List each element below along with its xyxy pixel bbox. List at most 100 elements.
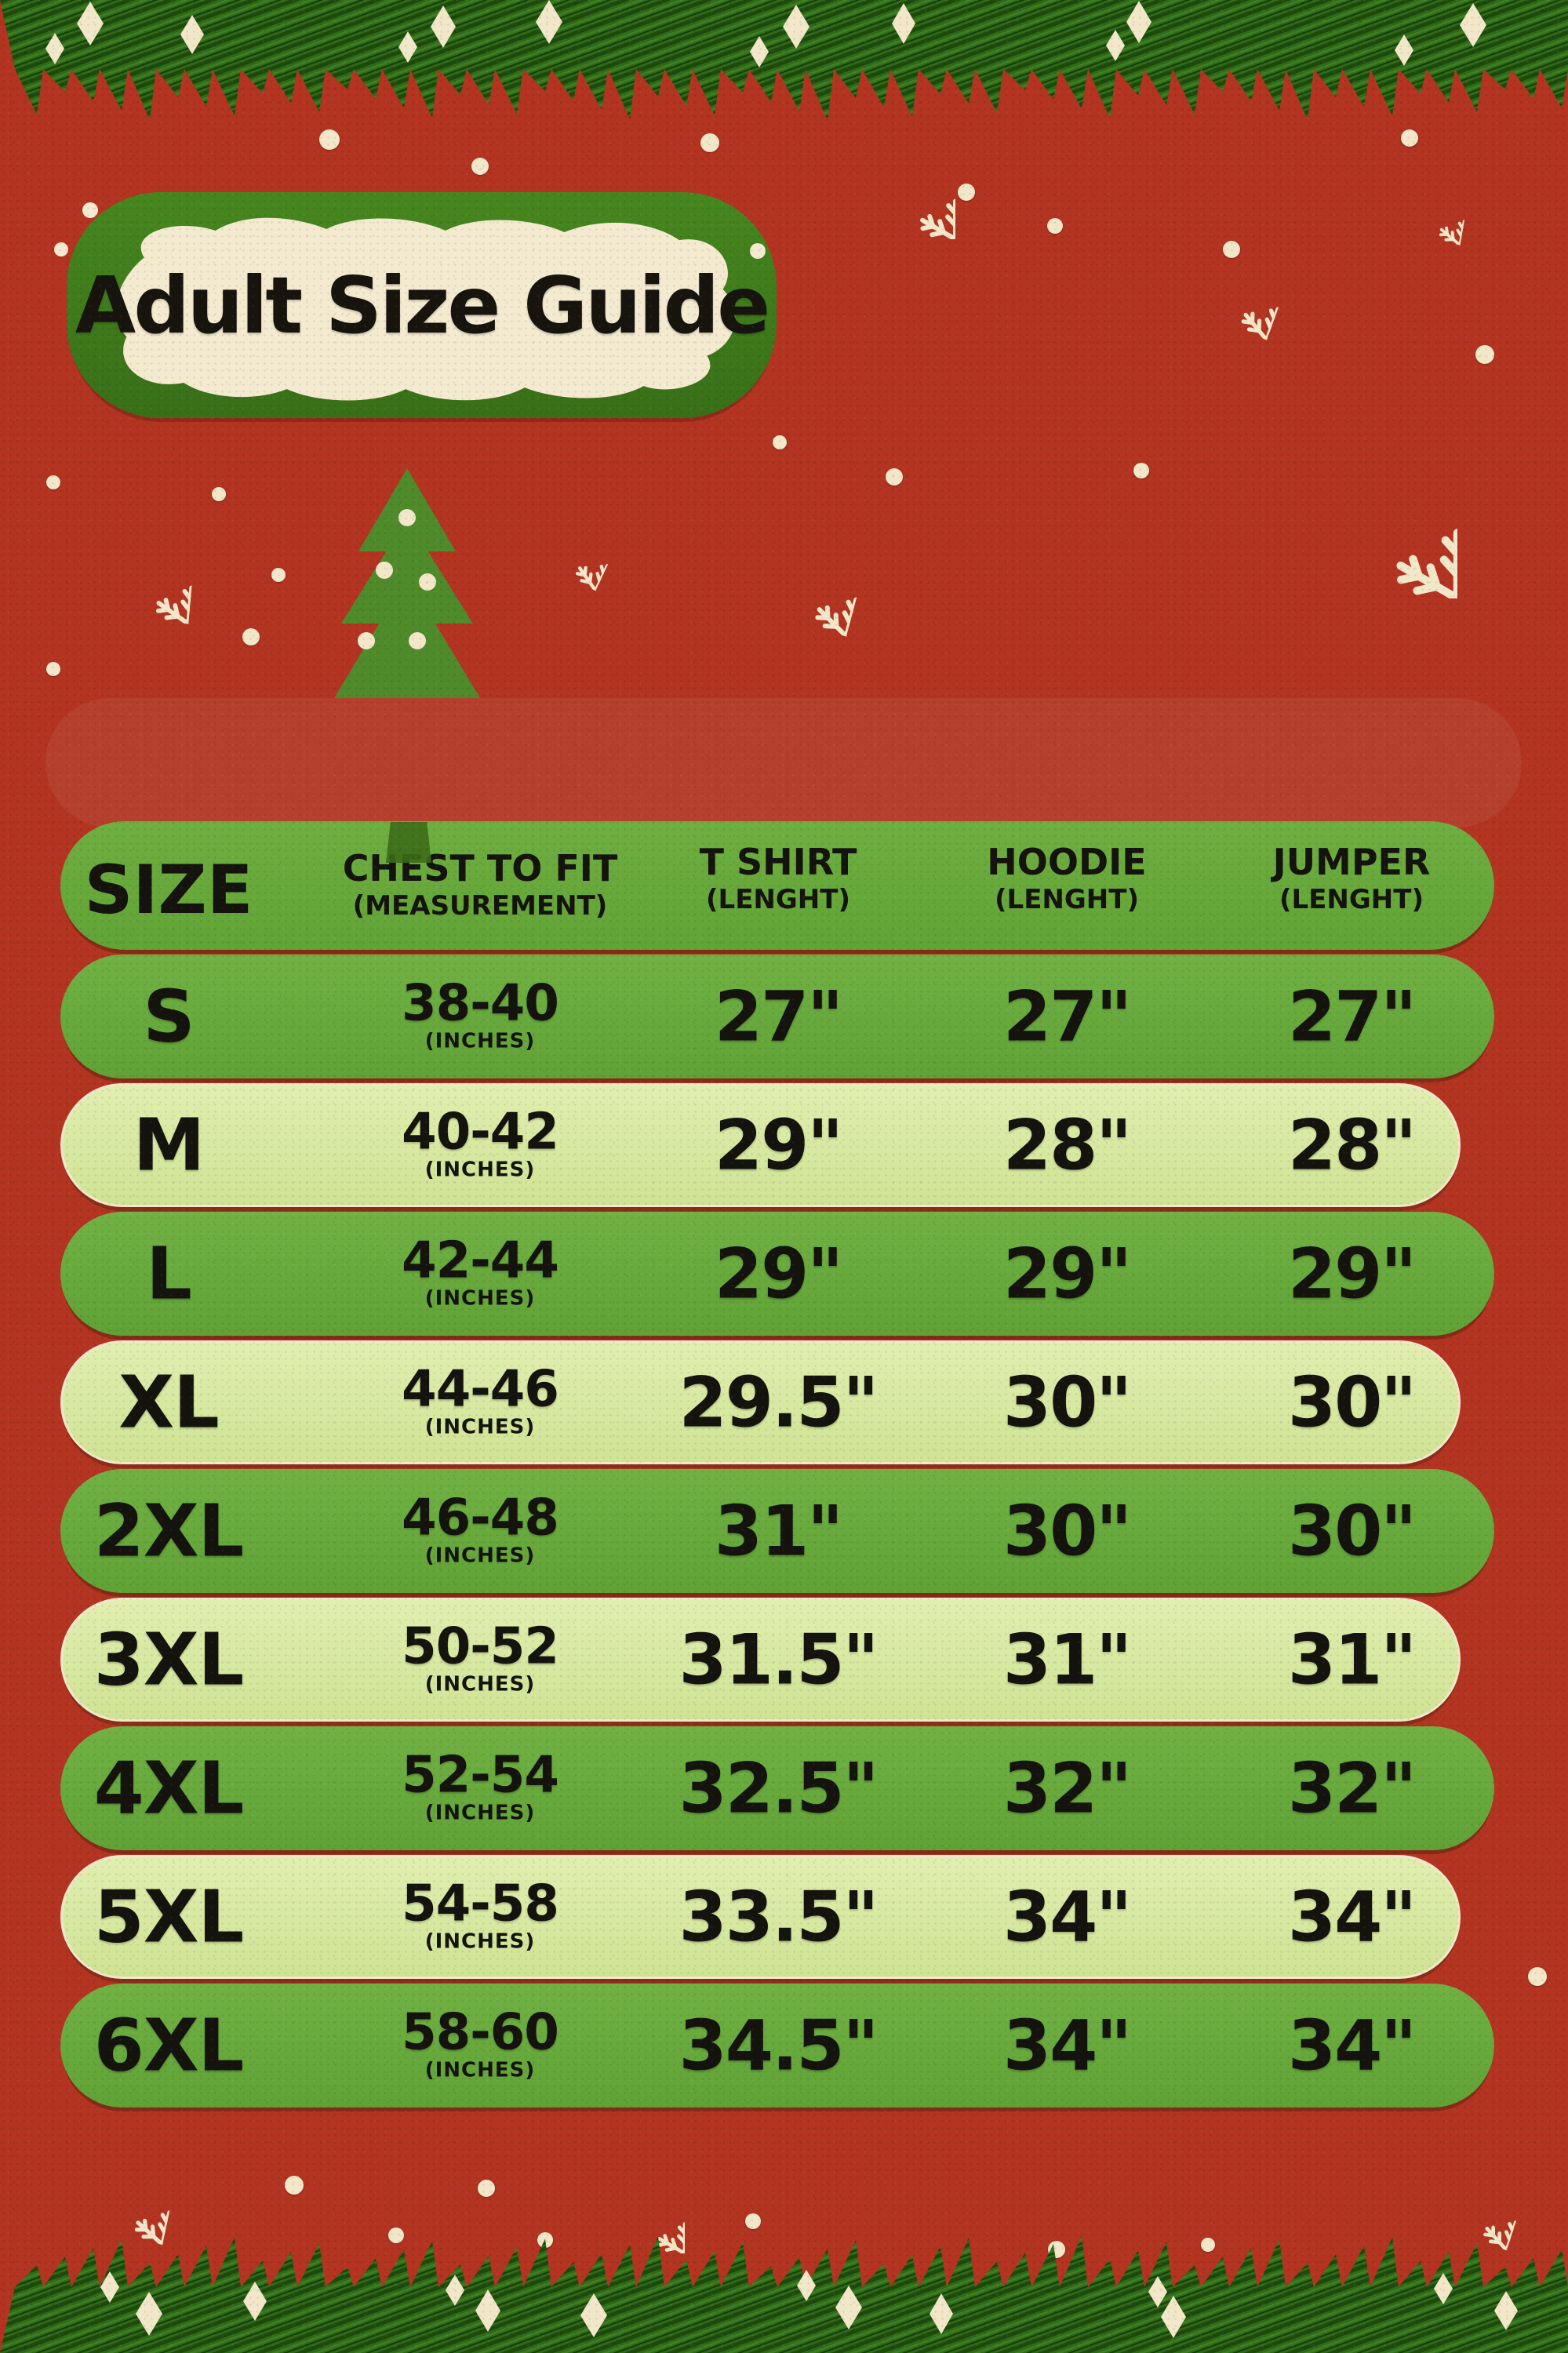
header-col-hoodie: HOODIE (LENGHT) <box>987 843 1146 916</box>
row-tshirt-value: 27" <box>714 976 843 1057</box>
row-size-label: 6XL <box>93 2003 245 2088</box>
table-row: 2XL 46-48 (INCHES) 31" 30" 30" <box>60 1469 1494 1593</box>
row-tshirt-value: 34.5" <box>678 2005 879 2086</box>
row-size-label: 3XL <box>93 1617 245 1702</box>
garland-diamond <box>136 2292 162 2336</box>
garland-diamond <box>892 3 915 44</box>
row-chest-value: 46-48 <box>402 1489 559 1547</box>
header-size: SIZE <box>84 851 253 929</box>
row-jumper-value: 30" <box>1287 1490 1417 1572</box>
header-col-sublabel: (MEASUREMENT) <box>352 890 608 922</box>
row-tshirt-value: 31" <box>714 1490 843 1572</box>
row-chest-unit: (INCHES) <box>424 1672 536 1697</box>
blank-red-band <box>45 698 1522 827</box>
garland-diamond <box>475 2289 500 2332</box>
row-chest-value: 42-44 <box>402 1231 559 1290</box>
row-size-label: 2XL <box>93 1489 245 1573</box>
badge-snow-dot <box>54 242 68 256</box>
row-chest-unit: (INCHES) <box>424 1544 536 1568</box>
header-col-label: JUMPER <box>1272 840 1431 883</box>
row-jumper-value: 34" <box>1287 1876 1417 1958</box>
title-badge: Adult Size Guide <box>67 192 777 418</box>
row-chest-cell: 58-60 (INCHES) <box>402 2003 559 2082</box>
table-row: 6XL 58-60 (INCHES) 34.5" 34" 34" <box>60 1984 1494 2108</box>
garland-diamond <box>1106 30 1125 61</box>
badge-snow-dot <box>750 243 766 259</box>
row-chest-value: 38-40 <box>402 974 559 1033</box>
row-chest-cell: 50-52 (INCHES) <box>402 1617 559 1697</box>
row-jumper-value: 29" <box>1287 1233 1417 1315</box>
row-tshirt-value: 29.5" <box>678 1362 879 1443</box>
row-chest-cell: 44-46 (INCHES) <box>402 1365 559 1439</box>
garland-diamond <box>1148 2276 1167 2308</box>
row-hoodie-value: 31" <box>1002 1619 1132 1700</box>
row-jumper-value: 31" <box>1287 1619 1417 1700</box>
row-hoodie-value: 30" <box>1002 1490 1132 1572</box>
header-col-jumper: JUMPER (LENGHT) <box>1272 840 1431 916</box>
row-chest-unit: (INCHES) <box>424 1415 536 1439</box>
row-tshirt-value: 31.5" <box>678 1619 879 1700</box>
row-chest-unit: (INCHES) <box>424 1286 536 1311</box>
snow-blob <box>115 217 736 401</box>
row-hoodie-value: 34" <box>1002 2005 1132 2086</box>
table-row: 4XL 52-54 (INCHES) 32.5" 32" 32" <box>60 1726 1494 1850</box>
row-chest-value: 50-52 <box>402 1617 559 1676</box>
row-hoodie-value: 30" <box>1002 1362 1132 1443</box>
row-pill <box>60 1340 1461 1464</box>
table-row: 3XL 50-52 (INCHES) 31.5" 31" 31" <box>60 1598 1494 1722</box>
row-pill <box>60 955 1494 1078</box>
garland-diamond <box>1434 2273 1453 2304</box>
header-col-sublabel: (LENGHT) <box>995 884 1139 916</box>
pine-garland-bottom <box>0 2235 1568 2353</box>
garland-diamond <box>100 2271 119 2303</box>
row-hoodie-value: 27" <box>1002 976 1132 1057</box>
header-col-chest-to-fit: CHEST TO FIT (MEASUREMENT) <box>343 849 618 922</box>
garland-diamond <box>835 2286 862 2329</box>
row-chest-cell: 42-44 (INCHES) <box>402 1231 559 1311</box>
row-size-label: XL <box>118 1360 220 1445</box>
row-pill <box>60 1469 1494 1593</box>
row-jumper-value: 30" <box>1287 1362 1417 1443</box>
page-title: Adult Size Guide <box>75 259 770 351</box>
pine-garland-top <box>0 0 1568 121</box>
row-jumper-value: 32" <box>1287 1747 1417 1829</box>
header-col-t-shirt: T SHIRT (LENGHT) <box>700 843 857 916</box>
garland-diamond <box>1460 3 1486 47</box>
row-hoodie-value: 32" <box>1002 1747 1132 1829</box>
garland-diamond <box>750 36 769 67</box>
christmas-tree <box>327 468 487 710</box>
row-chest-unit: (INCHES) <box>424 1029 536 1053</box>
row-pill <box>60 1212 1494 1336</box>
row-chest-unit: (INCHES) <box>424 1158 536 1182</box>
garland-diamond <box>1161 2296 1186 2338</box>
row-size-label: 5XL <box>93 1875 245 1959</box>
row-tshirt-value: 33.5" <box>678 1876 879 1958</box>
header-col-label: CHEST TO FIT <box>342 846 618 889</box>
garland-diamond <box>580 2293 607 2337</box>
row-jumper-value: 28" <box>1287 1104 1417 1186</box>
row-pill <box>60 1984 1494 2108</box>
row-chest-cell: 54-58 (INCHES) <box>402 1879 559 1954</box>
row-pill <box>60 1855 1461 1979</box>
row-chest-value: 58-60 <box>402 2003 559 2062</box>
row-size-label: L <box>146 1231 192 1316</box>
garland-diamond <box>243 2282 267 2321</box>
table-row: XL 44-46 (INCHES) 29.5" 30" 30" <box>60 1340 1494 1464</box>
row-size-label: 4XL <box>93 1746 245 1831</box>
row-chest-unit: (INCHES) <box>424 1801 536 1825</box>
row-tshirt-value: 29" <box>714 1233 843 1315</box>
row-hoodie-value: 28" <box>1002 1104 1132 1186</box>
header-col-sublabel: (LENGHT) <box>706 884 850 916</box>
garland-diamond <box>930 2293 953 2334</box>
row-pill <box>60 1083 1461 1207</box>
row-hoodie-value: 29" <box>1002 1233 1132 1315</box>
row-size-label: M <box>133 1103 206 1187</box>
row-tshirt-value: 32.5" <box>678 1747 879 1829</box>
garland-diamond <box>45 33 64 64</box>
row-tshirt-value: 29" <box>714 1104 843 1186</box>
row-chest-cell: 46-48 (INCHES) <box>402 1489 559 1568</box>
garland-diamond <box>1494 2291 1518 2330</box>
row-chest-value: 40-42 <box>402 1103 559 1162</box>
